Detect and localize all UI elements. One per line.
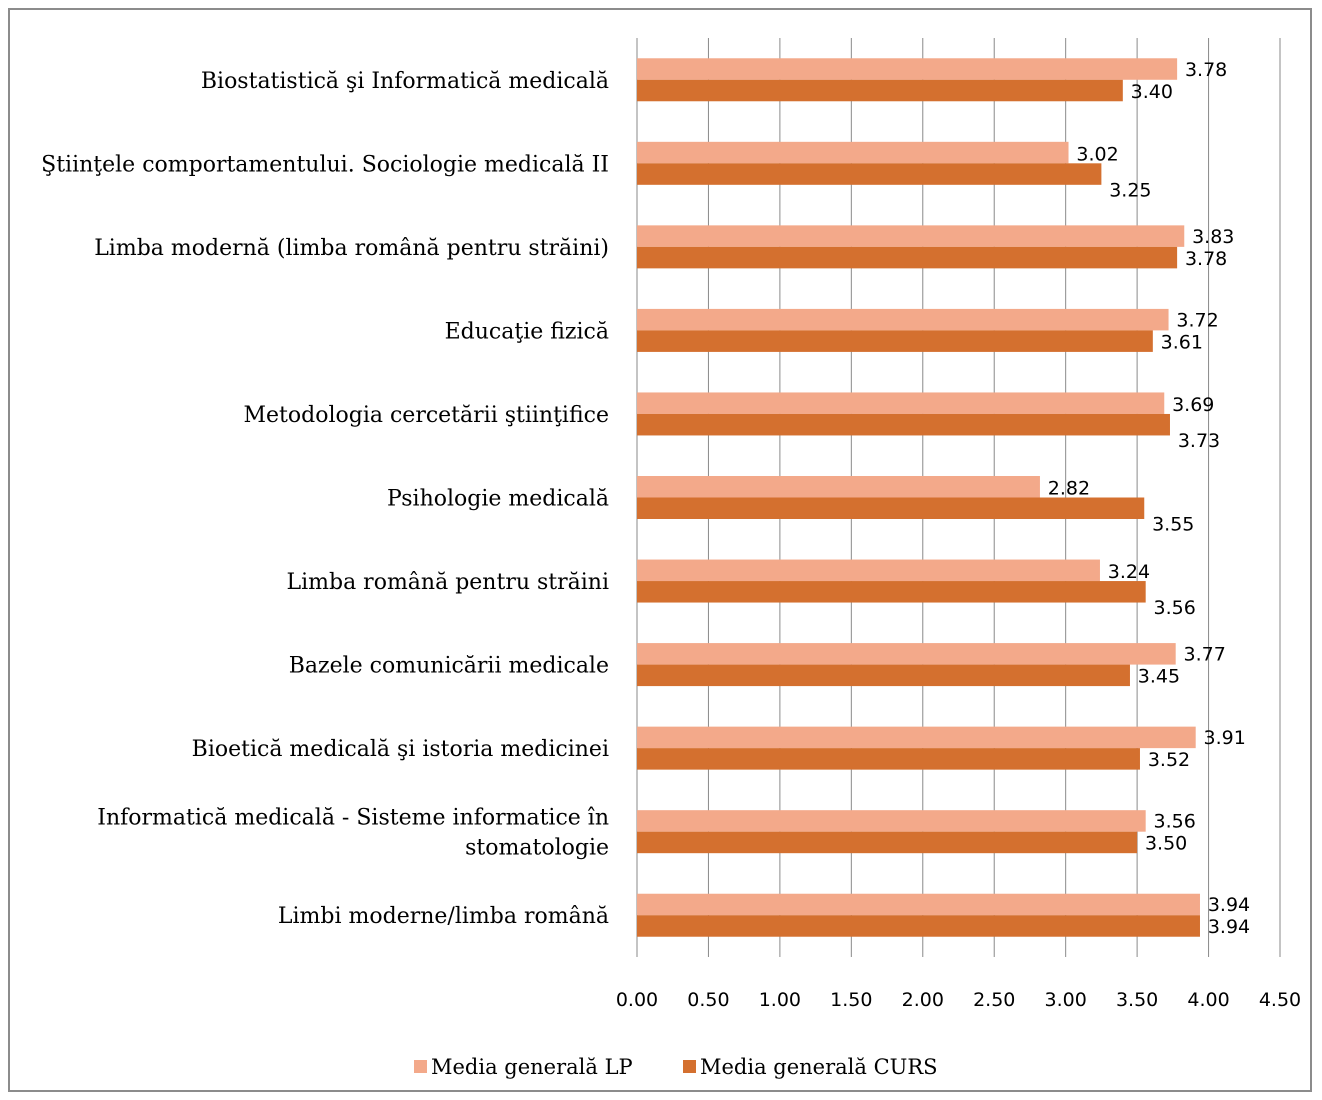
data-label-curs: 3.52 <box>1148 749 1190 771</box>
x-tick-label: 2.00 <box>902 989 944 1011</box>
bar-curs <box>637 246 1178 269</box>
category-label: Biostatistică şi Informatică medicală <box>201 69 609 94</box>
bar-lp <box>637 726 1196 749</box>
bar-lp <box>637 559 1100 582</box>
x-tick-label: 4.50 <box>1259 989 1301 1011</box>
data-label-lp: 2.82 <box>1048 478 1090 500</box>
data-label-curs: 3.94 <box>1208 916 1250 938</box>
x-tick-label: 1.00 <box>759 989 801 1011</box>
bar-curs <box>637 664 1130 687</box>
bar-curs <box>637 79 1123 102</box>
category-label: Educaţie fizică <box>445 319 609 344</box>
bar-lp <box>637 308 1169 331</box>
bar-curs <box>637 831 1138 854</box>
category-label: Ştiinţele comportamentului. Sociologie m… <box>41 152 609 177</box>
data-label-curs: 3.55 <box>1152 514 1194 536</box>
bar-curs <box>637 581 1146 603</box>
bar-lp <box>637 893 1200 916</box>
data-label-curs: 3.61 <box>1161 331 1203 353</box>
bar-lp <box>637 810 1146 832</box>
data-label-curs: 3.45 <box>1138 666 1180 688</box>
category-label: Limba modernă (limba română pentru străi… <box>94 236 609 261</box>
category-label: Metodologia cercetării ştiinţifice <box>244 403 609 428</box>
x-tick-label: 0.50 <box>687 989 729 1011</box>
data-label-lp: 3.83 <box>1192 226 1234 248</box>
data-label-lp: 3.91 <box>1204 727 1246 749</box>
category-label: Psihologie medicală <box>387 487 609 512</box>
data-label-lp: 3.78 <box>1185 59 1227 81</box>
category-label: Bazele comunicării medicale <box>289 654 609 679</box>
bar-curs <box>637 330 1153 352</box>
legend-item-curs-label: Media generală CURS <box>700 1055 938 1079</box>
category-label: Limbi moderne/limba română <box>278 904 609 929</box>
x-tick-label: 3.00 <box>1045 989 1087 1011</box>
x-tick-label: 1.50 <box>830 989 872 1011</box>
data-label-lp: 3.24 <box>1108 561 1150 583</box>
legend-item-curs-swatch <box>683 1060 696 1073</box>
category-label: stomatologie <box>465 836 609 861</box>
data-label-curs: 3.50 <box>1145 833 1187 855</box>
bar-lp <box>637 643 1176 665</box>
x-tick-label: 0.00 <box>616 989 658 1011</box>
bar-curs <box>637 163 1102 185</box>
data-label-curs: 3.56 <box>1154 597 1196 619</box>
data-label-curs: 3.78 <box>1185 248 1227 270</box>
x-tick-label: 4.00 <box>1187 989 1229 1011</box>
data-label-lp: 3.94 <box>1208 894 1250 916</box>
data-label-curs: 3.25 <box>1109 179 1151 201</box>
data-label-curs: 3.73 <box>1178 430 1220 452</box>
data-label-lp: 3.72 <box>1176 309 1218 331</box>
bar-lp <box>637 141 1069 164</box>
bar-lp <box>637 392 1165 414</box>
legend-item-lp-swatch <box>414 1060 427 1073</box>
x-tick-label: 3.50 <box>1116 989 1158 1011</box>
bar-lp <box>637 225 1185 247</box>
bar-curs <box>637 413 1170 436</box>
category-label: Limba română pentru străini <box>286 570 609 595</box>
bar-lp <box>637 58 1178 80</box>
bar-lp <box>637 476 1040 498</box>
bar-curs <box>637 748 1140 770</box>
bar-curs <box>637 497 1145 519</box>
data-label-lp: 3.56 <box>1154 811 1196 833</box>
legend-item-lp-label: Media generală LP <box>431 1055 633 1079</box>
data-label-lp: 3.69 <box>1172 394 1214 416</box>
category-label: Informatică medicală - Sisteme informati… <box>97 806 609 831</box>
data-label-curs: 3.40 <box>1131 81 1173 103</box>
data-label-lp: 3.77 <box>1184 644 1226 666</box>
bar-curs <box>637 915 1200 937</box>
data-label-lp: 3.02 <box>1076 143 1118 165</box>
category-label: Bioetică medicală şi istoria medicinei <box>192 737 609 762</box>
x-tick-label: 2.50 <box>973 989 1015 1011</box>
